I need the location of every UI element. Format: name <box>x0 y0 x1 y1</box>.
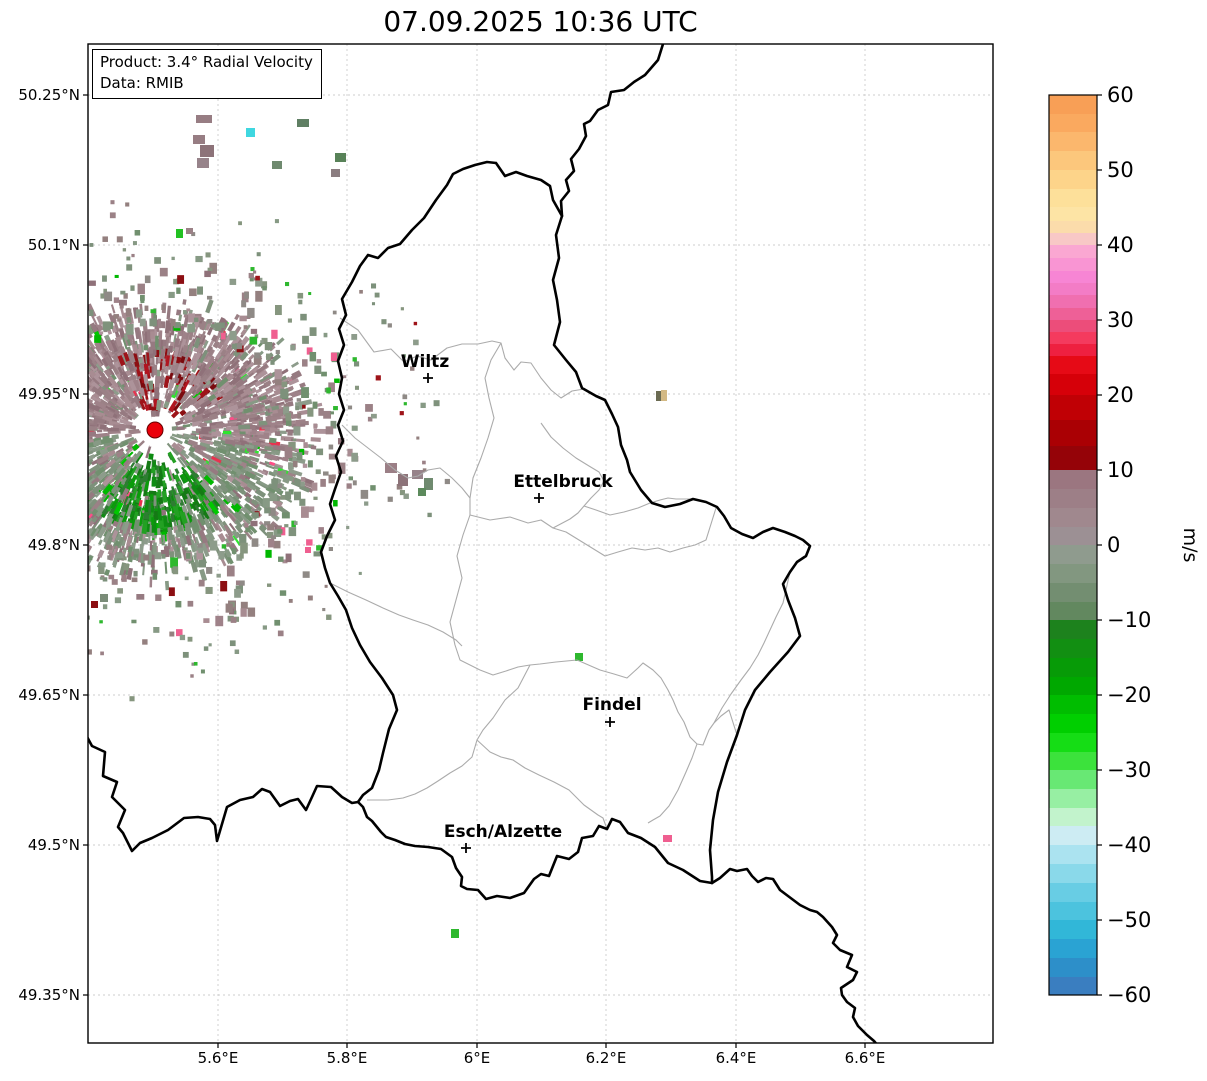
city-ettelbruck: Ettelbruck <box>513 472 613 503</box>
axis-ticks: 5.6°E 5.8°E 6°E 6.2°E 6.4°E 6.6°E 50.25°N 50.1°… <box>18 86 885 1067</box>
colorbar-tick-label: 10 <box>1107 458 1134 482</box>
city-label: Esch/Alzette <box>444 822 562 842</box>
colorbar-tick-label: 30 <box>1107 308 1134 332</box>
x-tick-label: 6.6°E <box>845 1049 886 1067</box>
colorbar-tick-label: −30 <box>1107 758 1151 782</box>
colorbar-tick-label: 40 <box>1107 233 1134 257</box>
y-tick-label: 49.95°N <box>18 385 80 403</box>
x-tick-label: 6.2°E <box>586 1049 627 1067</box>
plot-background <box>88 44 993 1043</box>
city-esch-alzette: Esch/Alzette <box>444 822 562 853</box>
colorbar-tick-label: −40 <box>1107 833 1151 857</box>
city-label: Wiltz <box>401 352 450 372</box>
y-tick-label: 50.25°N <box>18 86 80 104</box>
x-tick-label: 5.6°E <box>198 1049 239 1067</box>
x-tick-label: 6°E <box>464 1049 491 1067</box>
x-tick-label: 6.4°E <box>716 1049 757 1067</box>
city-label: Findel <box>582 695 641 715</box>
radar-echo-field <box>88 200 450 702</box>
city-marker-icon <box>534 493 544 503</box>
figure-title: 07.09.2025 10:36 UTC <box>383 5 698 38</box>
data-source-label: Data: RMIB <box>100 74 184 93</box>
colorbar-tick-label: −60 <box>1107 983 1151 1007</box>
city-findel: Findel <box>582 695 642 727</box>
colorbar-tick-label: 50 <box>1107 158 1134 182</box>
y-tick-label: 49.5°N <box>28 836 80 854</box>
city-marker-icon <box>461 843 471 853</box>
country-borders <box>88 44 878 1043</box>
plot-frame <box>87 43 994 1044</box>
product-annotation-box: Product: 3.4° Radial Velocity Data: RMIB <box>92 49 322 99</box>
y-tick-label: 49.35°N <box>18 986 80 1004</box>
colorbar-tick-label: 20 <box>1107 383 1134 407</box>
colorbar-tick-label: 0 <box>1107 533 1120 557</box>
city-marker-icon <box>605 717 615 727</box>
city-label: Ettelbruck <box>513 472 613 492</box>
city-annotations: Wiltz Ettelbruck Findel Esch/Alzette <box>401 352 642 853</box>
y-tick-label: 49.65°N <box>18 686 80 704</box>
district-borders <box>329 317 791 830</box>
colorbar-tick-label: 60 <box>1107 83 1134 107</box>
colorbar-tick-label: −50 <box>1107 908 1151 932</box>
y-tick-label: 50.1°N <box>28 236 80 254</box>
product-label: Product: 3.4° Radial Velocity <box>100 53 313 71</box>
city-wiltz: Wiltz <box>401 352 450 383</box>
radar-site-marker <box>146 421 164 439</box>
colorbar-tick-label: −10 <box>1107 608 1151 632</box>
city-marker-icon <box>423 373 433 383</box>
isolated-echo-speckles <box>91 115 672 938</box>
colorbar-tick-label: −20 <box>1107 683 1151 707</box>
colorbar: 60 50 40 30 20 10 0 −10 −20 −30 −40 −50 −60 m/s <box>1048 83 1201 1007</box>
x-tick-label: 5.8°E <box>327 1049 368 1067</box>
colorbar-unit-label: m/s <box>1179 528 1201 563</box>
y-tick-label: 49.8°N <box>28 536 80 554</box>
